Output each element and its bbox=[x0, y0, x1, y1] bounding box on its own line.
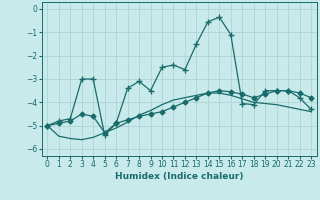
X-axis label: Humidex (Indice chaleur): Humidex (Indice chaleur) bbox=[115, 172, 244, 181]
